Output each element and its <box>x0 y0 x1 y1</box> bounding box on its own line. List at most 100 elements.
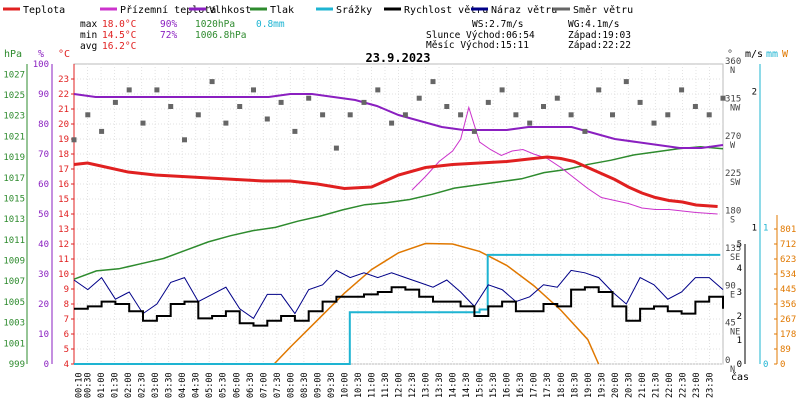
axis-unit-humidity: % <box>38 49 44 60</box>
time-tick-label: 05:00 <box>205 372 215 398</box>
solar-tick-label: 267 <box>780 315 796 325</box>
pressure-tick-label: 1003 <box>3 319 25 329</box>
direction-tick-label: 180 <box>725 207 741 217</box>
time-tick-label: 13:00 <box>422 372 432 398</box>
wind-direction-point <box>430 79 436 85</box>
direction-tick-compass: SE <box>730 253 740 263</box>
solar-tick-label: 712 <box>780 240 796 250</box>
temp-tick-label: 12 <box>58 240 69 250</box>
time-tick-label: 11:00 <box>367 372 377 398</box>
stats-value: 16.2°C <box>102 41 136 52</box>
wind-direction-point <box>168 104 174 109</box>
pressure-tick-label: 1013 <box>3 215 25 225</box>
rain-tick-label: 0 <box>763 360 768 370</box>
stats-wind-gust: WG:4.1m/s <box>568 19 619 30</box>
legend-label: Náraz větru <box>491 4 557 16</box>
direction-tick-compass: S <box>730 216 735 226</box>
wind-tick-label: 4 <box>737 264 742 274</box>
time-tick-label: 14:30 <box>462 372 472 398</box>
wind-direction-point <box>416 95 422 101</box>
wind-direction-point <box>541 104 546 109</box>
time-tick-label: 14:00 <box>449 372 459 398</box>
wind-direction-point <box>554 95 560 101</box>
wind-direction-point <box>292 128 298 134</box>
time-tick-label: 06:00 <box>232 372 242 398</box>
direction-tick-label: 0 <box>725 356 730 366</box>
time-tick-label: 03:30 <box>165 372 175 398</box>
wind-direction-point <box>306 95 312 101</box>
stats-value: 1020hPa <box>195 19 235 30</box>
legend-label: Tlak <box>270 5 294 16</box>
axis-unit-time: čas <box>731 371 749 383</box>
pressure-tick-label: 1027 <box>3 70 25 80</box>
humidity-tick-label: 30 <box>38 270 49 280</box>
humidity-tick-label: 50 <box>38 210 49 220</box>
time-tick-label: 11:30 <box>381 372 391 398</box>
time-tick-label: 18:30 <box>570 372 580 398</box>
pressure-tick-label: 1023 <box>3 112 25 122</box>
stats-value: 90% <box>160 19 177 30</box>
temp-tick-label: 20 <box>58 120 69 130</box>
time-tick-label: 07:00 <box>259 372 269 398</box>
time-tick-label: 12:00 <box>395 372 405 398</box>
legend-label: Směr větru <box>573 4 633 16</box>
time-tick-label: 03:00 <box>151 372 161 398</box>
wind-direction-point <box>195 112 201 118</box>
rain-tick-label: 1 <box>763 224 768 234</box>
time-tick-label: 08:00 <box>286 372 296 398</box>
stats-value: avg <box>80 41 97 52</box>
time-tick-label: 15:30 <box>489 372 499 398</box>
temp-tick-label: 11 <box>58 255 69 265</box>
legend-label: Vlhkost <box>209 5 251 16</box>
time-tick-label: 09:00 <box>313 372 323 398</box>
humidity-tick-label: 10 <box>38 330 49 340</box>
wind-direction-point <box>692 104 698 109</box>
wind-direction-point <box>278 99 284 105</box>
stats-moon-set: Západ:22:22 <box>568 40 631 51</box>
humidity-tick-label: 60 <box>38 180 49 190</box>
wind-tick-label: 5 <box>737 240 742 250</box>
direction-tick-label: 360 <box>725 57 741 67</box>
temp-tick-label: 8 <box>64 300 69 310</box>
time-tick-label: 16:00 <box>503 372 513 398</box>
time-tick-label: 06:30 <box>246 372 256 398</box>
wind-direction-point <box>706 112 712 118</box>
temp-tick-label: 7 <box>64 315 69 325</box>
time-tick-label: 19:00 <box>584 372 594 398</box>
temp-tick-label: 21 <box>58 105 69 115</box>
wind-tick-label: 3 <box>737 288 742 298</box>
legend-label: Srážky <box>336 4 372 16</box>
time-tick-label: 04:00 <box>178 372 188 398</box>
wind-direction-point <box>679 87 685 93</box>
humidity-tick-label: 20 <box>38 300 49 310</box>
wind-direction-point <box>237 104 243 109</box>
wind-direction-point <box>513 112 519 118</box>
series-pressure <box>73 146 724 280</box>
solar-tick-label: 178 <box>780 330 796 340</box>
wind-direction-point <box>720 95 726 101</box>
temp-tick-label: 19 <box>58 135 69 145</box>
time-tick-label: 01:00 <box>97 372 107 398</box>
direction-tick-label: 225 <box>725 169 741 179</box>
time-tick-label: 10:00 <box>340 372 350 398</box>
stats-value: 14.5°C <box>102 30 136 41</box>
time-tick-label: 10:30 <box>354 372 364 398</box>
temp-tick-label: 16 <box>58 180 69 190</box>
time-tick-label: 15:00 <box>476 372 486 398</box>
pressure-tick-label: 1001 <box>3 339 25 349</box>
solar-tick-label: 623 <box>780 255 796 265</box>
time-tick-label: 13:30 <box>435 372 445 398</box>
wind-direction-point <box>623 79 629 85</box>
wind-direction-point <box>568 112 574 118</box>
wind-direction-point <box>126 87 132 93</box>
pressure-tick-label: 1005 <box>3 298 25 308</box>
temp-tick-label: 23 <box>58 75 69 85</box>
wind-direction-point <box>458 112 464 118</box>
temp-tick-label: 4 <box>64 360 69 370</box>
wind-direction-point <box>154 87 160 93</box>
wind-direction-point <box>665 112 671 118</box>
wind-direction-point <box>471 128 477 134</box>
solar-tick-label: 801 <box>780 225 796 235</box>
axis-unit-direction: ° <box>727 49 733 60</box>
